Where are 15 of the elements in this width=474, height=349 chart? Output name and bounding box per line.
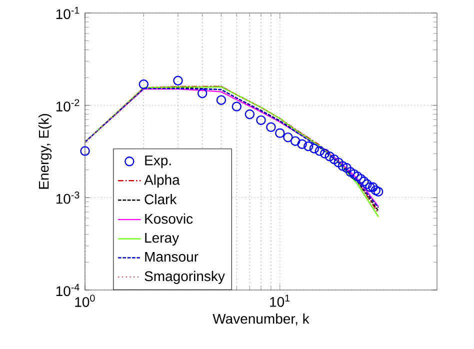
legend-label: Kosovic	[145, 214, 193, 224]
legend-label: Leray	[145, 232, 180, 246]
y-tick-label: 10$^{-1}$	[56, 6, 80, 20]
legend-label: Mansour	[145, 252, 198, 262]
y-tick-label: 10$^{-4}$	[56, 284, 80, 296]
x-tick-label: 10$^{0}$	[75, 294, 95, 307]
y-tick-label: 10$^{-2}$	[56, 99, 80, 112]
legend-label: Clark	[144, 194, 177, 204]
x-axis-title: Wavenumber, k	[212, 313, 310, 326]
x-tick-label: 10$^{1}$	[270, 294, 290, 307]
legend-label: Exp.	[145, 156, 171, 168]
y-axis-title: Energy, E(k)	[38, 114, 52, 189]
legend-label: Smagorinsky	[144, 270, 225, 284]
legend-label: Alpha	[144, 174, 180, 188]
y-tick-label: 10$^{-3}$	[56, 192, 80, 204]
